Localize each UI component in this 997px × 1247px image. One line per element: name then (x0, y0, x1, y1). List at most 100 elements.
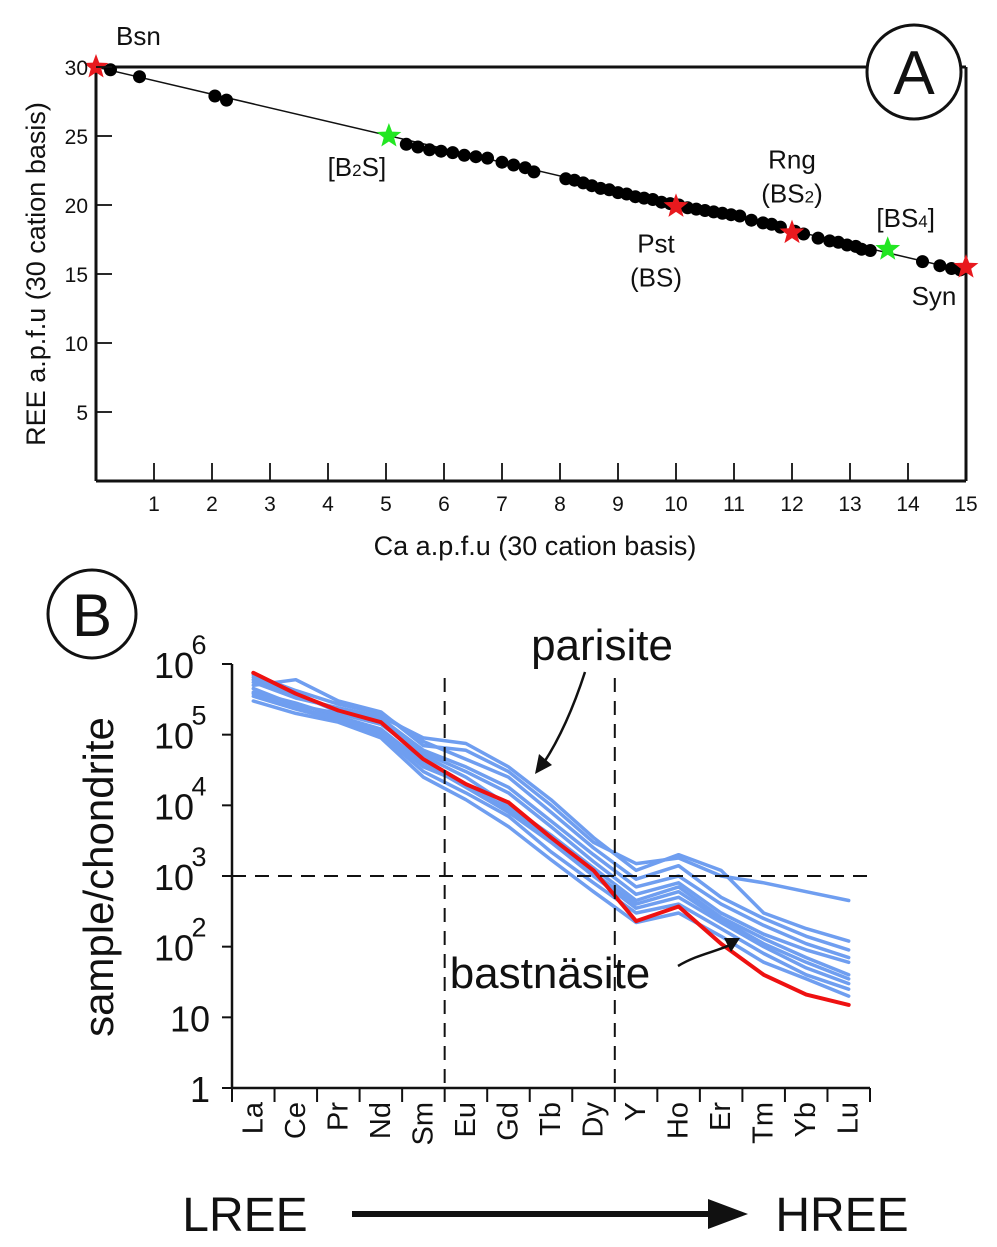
panel-a-x-tick-label: 2 (206, 493, 218, 516)
data-point (434, 144, 448, 158)
data-point (411, 140, 425, 154)
panel-b-category-label: Lu (833, 1102, 865, 1134)
bastnasite-annotation: bastnäsite (450, 949, 651, 998)
red-star-marker (663, 193, 689, 217)
panel-b-y-axis-title: sample/chondrite (75, 717, 122, 1037)
red-star-marker (83, 54, 109, 78)
panel-b-category-label: Yb (790, 1102, 822, 1137)
panel-b-y-tick-label: 10 (154, 786, 194, 827)
panel-b-y-tick-exponent: 5 (191, 701, 206, 731)
panel-b-y-tick-label: 1 (190, 1069, 210, 1110)
end-member-label: Syn (912, 281, 957, 311)
panel-a-x-tick-label: 4 (322, 493, 334, 516)
data-point (733, 209, 747, 223)
panel-a-x-tick-label: 8 (554, 493, 566, 516)
panel-b-category-label: Nd (365, 1102, 397, 1139)
parisite-series-line (251, 673, 851, 952)
panel-b-category-label: La (237, 1101, 269, 1134)
data-point (133, 70, 146, 84)
panel-a-y-tick-label: 20 (65, 195, 88, 218)
panel-b-category-label: Eu (450, 1102, 482, 1137)
parisite-series-line (251, 680, 851, 943)
parisite-series-line (251, 694, 851, 991)
panel-a-badge (865, 23, 963, 121)
data-point (863, 244, 877, 257)
panel-a-x-tick-label: 14 (896, 493, 920, 516)
panel-a-label: A (893, 39, 935, 108)
data-point (208, 89, 222, 103)
panel-a-y-tick-label: 10 (65, 333, 88, 356)
panel-a-y-tick-label: 5 (76, 402, 88, 425)
data-point (744, 213, 758, 227)
lree-label: LREE (182, 1189, 307, 1242)
parisite-series-line (251, 677, 851, 903)
parisite-series-line (251, 699, 851, 998)
red-star-marker (953, 254, 979, 278)
bastnasite-arrow (677, 942, 733, 968)
panel-b-category-label: Ce (280, 1102, 312, 1139)
panel-a-x-tick-label: 5 (380, 493, 392, 516)
panel-a-end-member-labels: Bsn [B2S] Pst (BS) Rng (BS2) [BS4] Syn (116, 21, 956, 311)
parisite-series-line (251, 686, 851, 977)
panel-a-lines (94, 65, 968, 483)
data-point (811, 231, 825, 245)
end-member-label: [BS4] (876, 203, 935, 233)
data-point (469, 150, 483, 164)
panel-b-y-tick-exponent: 4 (191, 771, 206, 801)
data-point (423, 143, 436, 157)
parisite-series-line (251, 691, 851, 981)
panel-b-category-label: Er (705, 1102, 737, 1131)
data-point (399, 137, 413, 151)
data-point (527, 165, 541, 179)
panel-a-x-axis-title: Ca a.p.f.u (30 cation basis) (374, 531, 697, 561)
panel-b-category-label: Tm (748, 1102, 780, 1144)
parisite-arrow (539, 671, 587, 768)
panel-b-category-label: Y (620, 1102, 652, 1121)
panel-b-category-label: Ho (663, 1102, 695, 1139)
data-point (507, 158, 521, 172)
red-star-marker (779, 219, 805, 244)
panel-b-category-label: Sm (407, 1102, 439, 1146)
panel-a-x-tick-label: 6 (438, 493, 450, 516)
panel-b-category-label: Pr (322, 1102, 354, 1131)
data-point (457, 148, 471, 162)
green-star-marker (875, 236, 901, 260)
panel-a-y-tick-label: 15 (65, 264, 88, 287)
data-point (446, 146, 460, 160)
end-member-label: (BS2) (761, 179, 822, 209)
panel-b-y-tick-exponent: 2 (191, 913, 206, 943)
parisite-annotation: parisite (531, 621, 673, 670)
end-member-label: (BS) (630, 262, 682, 292)
end-member-label: Pst (637, 228, 675, 258)
panel-b-y-tick-label: 10 (170, 998, 210, 1039)
panel-b-y-tick-label: 10 (154, 857, 194, 898)
panel-a-y-axis-title: REE a.p.f.u (30 cation basis) (21, 102, 51, 446)
panel-b-category-label: Gd (493, 1102, 525, 1141)
panel-b-category-label: Tb (535, 1102, 567, 1136)
panel-a-y-tick-label: 30 (65, 57, 88, 80)
data-point (933, 259, 947, 273)
panel-b-y-tick-label: 10 (154, 645, 194, 686)
panel-a-x-tick-label: 9 (612, 493, 624, 516)
lree-hree-arrowhead (708, 1199, 748, 1229)
panel-b-y-tick-exponent: 3 (191, 842, 206, 872)
panel-a-x-tick-label: 15 (954, 493, 977, 516)
data-point (495, 155, 509, 169)
end-member-label: Rng (768, 145, 816, 175)
panel-a-end-members (83, 54, 979, 278)
data-point (481, 151, 494, 165)
data-point (916, 255, 929, 269)
panel-b-label: B (72, 582, 112, 649)
panel-a-x-tick-label: 12 (780, 493, 803, 516)
panel-b-series (251, 670, 851, 1007)
hree-label: HREE (775, 1189, 908, 1242)
panel-b-y-tick-label: 10 (154, 928, 194, 969)
panel-a-y-tick-label: 25 (65, 126, 88, 149)
bastnasite-arrowhead (724, 938, 740, 952)
panel-b-category-label: Dy (578, 1102, 610, 1138)
data-point (104, 63, 117, 77)
